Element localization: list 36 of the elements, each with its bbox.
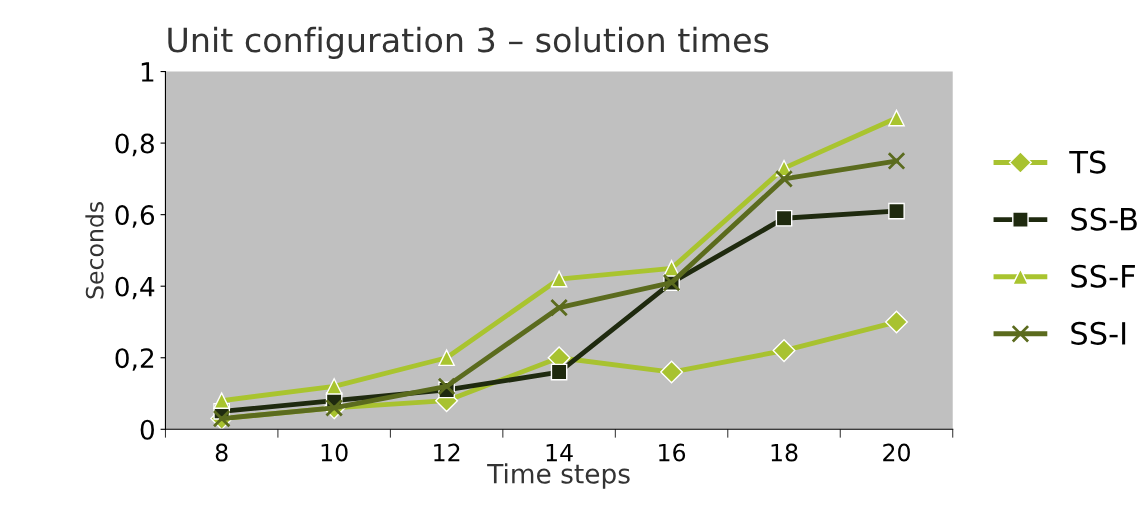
point bbox=[550, 270, 568, 288]
point bbox=[550, 363, 568, 381]
point bbox=[887, 151, 906, 171]
point bbox=[885, 310, 908, 334]
point bbox=[325, 378, 343, 395]
point bbox=[888, 202, 905, 220]
point bbox=[660, 360, 684, 384]
point bbox=[438, 349, 455, 367]
point bbox=[213, 392, 231, 410]
x-tick-label: 16 bbox=[659, 443, 686, 462]
x-tick-label: 8 bbox=[215, 443, 228, 462]
x-tick-label: 20 bbox=[883, 443, 910, 462]
point bbox=[663, 259, 680, 277]
x-tick-label: 18 bbox=[771, 443, 798, 462]
y-tick-label: 0,6 bbox=[115, 205, 155, 228]
legend-label: SS-F bbox=[1071, 264, 1135, 288]
x-tick-label: 14 bbox=[546, 443, 573, 462]
y-tick-label: 0,4 bbox=[115, 276, 155, 300]
legend-label: SS-B bbox=[1071, 207, 1137, 231]
y-tick-label: 0,2 bbox=[115, 348, 154, 371]
point bbox=[772, 339, 796, 363]
y-tick-label: 0,8 bbox=[115, 133, 154, 157]
point bbox=[437, 377, 456, 396]
legend-label: TS bbox=[1069, 150, 1106, 174]
y-axis-title: Seconds bbox=[85, 201, 104, 299]
point bbox=[550, 298, 569, 317]
point bbox=[775, 169, 794, 188]
legend-label: SS-I bbox=[1071, 321, 1126, 345]
point bbox=[888, 109, 905, 127]
chart-title: Unit configuration 3 – solution times bbox=[168, 26, 769, 60]
x-tick-label: 10 bbox=[321, 443, 348, 462]
x-tick-label: 12 bbox=[434, 443, 460, 462]
point bbox=[775, 209, 793, 227]
x-axis-title: Time steps bbox=[487, 463, 630, 489]
y-tick-label: 1 bbox=[141, 62, 154, 82]
y-tick-label: 0 bbox=[140, 419, 154, 440]
